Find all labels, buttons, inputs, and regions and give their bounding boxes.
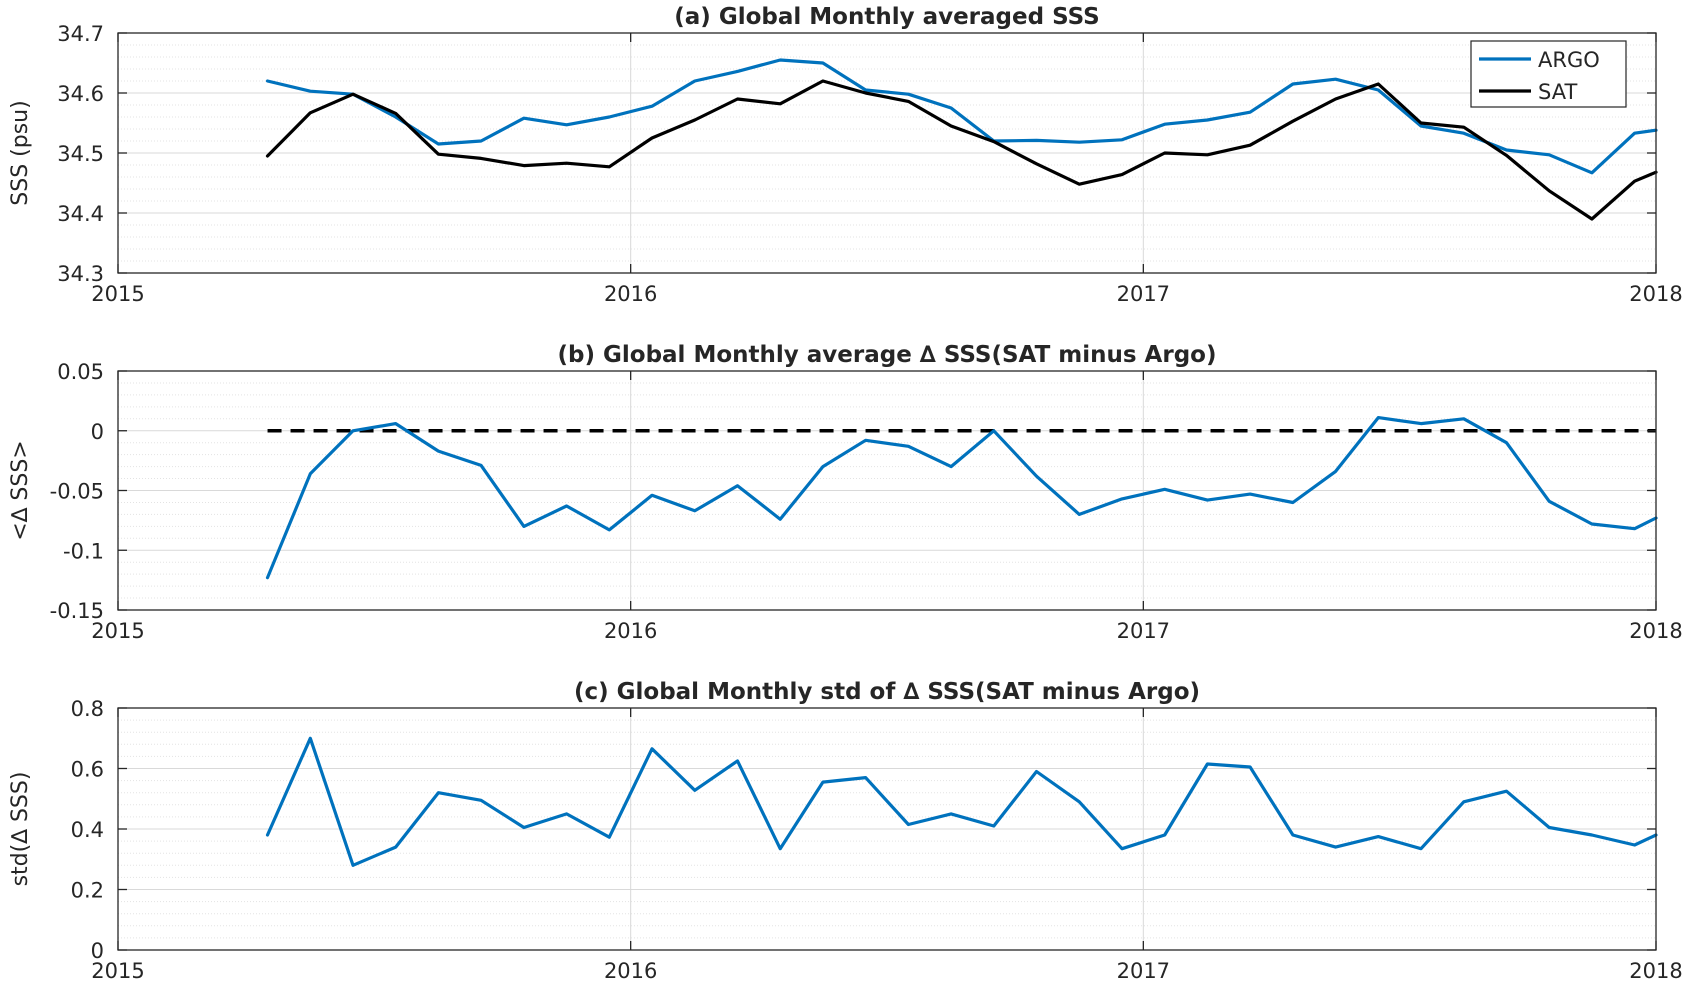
y-tick-label: 0.8 — [71, 697, 104, 721]
legend-label-argo: ARGO — [1538, 48, 1600, 72]
y-tick-label: -0.1 — [63, 539, 104, 563]
y-tick-label: 0.05 — [57, 360, 104, 384]
series-argo-line — [265, 58, 1658, 175]
y-tick-label: 34.7 — [57, 22, 104, 46]
x-tick-label: 2018 — [1629, 282, 1682, 306]
x-tick-label: 2015 — [91, 619, 144, 643]
x-tick-label: 2017 — [1117, 282, 1170, 306]
y-tick-label: 0 — [91, 939, 104, 963]
x-tick-label: 2017 — [1117, 619, 1170, 643]
y-tick-label: 34.5 — [57, 142, 104, 166]
y-tick-label: 34.4 — [57, 202, 104, 226]
panel-title: (c) Global Monthly std of ∆ SSS(SAT minu… — [574, 679, 1200, 705]
series-line — [265, 736, 1658, 867]
y-axis-label: std(∆ SSS) — [8, 772, 33, 887]
panel-title: (a) Global Monthly averaged SSS — [674, 4, 1099, 30]
x-tick-label: 2016 — [604, 282, 657, 306]
series-line — [265, 416, 1658, 580]
panel-a: 34.3 34.4 34.5 34.6 34.7 2015 2016 2017 2018 (a) … — [8, 4, 1683, 306]
x-tick-label: 2018 — [1629, 619, 1682, 643]
y-tick-label: -0.05 — [50, 480, 104, 504]
panel-b: -0.15 -0.1 -0.05 0 0.05 2015 2016 2017 2018 (b) G… — [8, 342, 1683, 643]
y-axis-label: SSS (psu) — [8, 100, 33, 205]
legend-label-sat: SAT — [1538, 80, 1577, 104]
y-tick-label: 0.2 — [71, 879, 104, 903]
legend: ARGO SAT — [1470, 40, 1627, 108]
x-tick-label: 2017 — [1117, 959, 1170, 982]
y-tick-label: 0.4 — [71, 818, 104, 842]
y-tick-label: 0.6 — [71, 758, 104, 782]
x-tick-label: 2016 — [604, 619, 657, 643]
legend-box — [1470, 40, 1627, 108]
y-axis-label: <∆ SSS> — [8, 440, 33, 540]
y-tick-label: 0 — [91, 420, 104, 444]
x-tick-label: 2015 — [91, 282, 144, 306]
y-tick-label: 34.3 — [57, 262, 104, 286]
y-tick-label: -0.15 — [50, 599, 104, 623]
x-tick-label: 2015 — [91, 959, 144, 982]
x-tick-label: 2016 — [604, 959, 657, 982]
series-sat-line — [265, 79, 1658, 221]
panel-title: (b) Global Monthly average ∆ SSS(SAT min… — [558, 342, 1217, 368]
y-tick-label: 34.6 — [57, 82, 104, 106]
x-tick-label: 2018 — [1629, 959, 1682, 982]
panel-c: 0 0.2 0.4 0.6 0.8 2015 2016 2017 2018 (c) Global … — [8, 679, 1683, 982]
